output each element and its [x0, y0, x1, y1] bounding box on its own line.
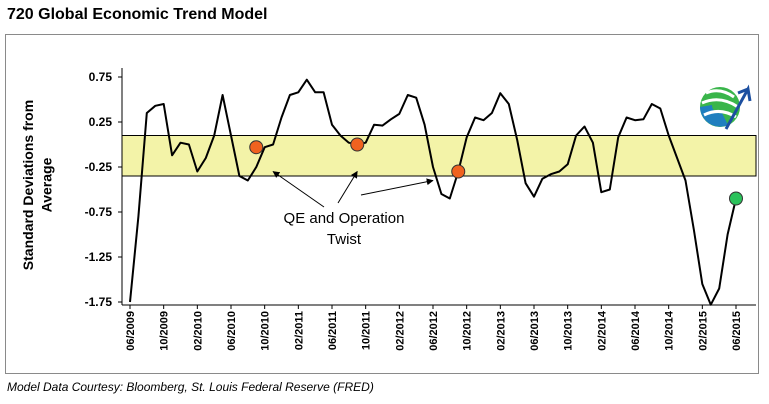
x-tick-label: 06/2015 [731, 311, 743, 351]
x-tick-label: 06/2012 [428, 311, 440, 351]
x-tick-label: 06/2011 [327, 311, 339, 350]
y-tick-label: -0.25 [85, 160, 113, 174]
x-tick-label: 02/2010 [192, 311, 204, 351]
x-tick-label: 10/2010 [260, 311, 272, 351]
x-tick-label: 10/2013 [563, 311, 575, 351]
x-tick-label: 06/2013 [529, 311, 541, 351]
annotation-layer: QE and Operation Twist [272, 170, 434, 248]
y-axis-ticks: 0.75 0.25 -0.25 -0.75 -1.25 -1.75 [85, 70, 122, 309]
annotation-arrow [272, 171, 325, 208]
x-tick-label: 06/2009 [125, 311, 137, 351]
marker-layer [249, 137, 743, 206]
highlight-point [350, 137, 365, 152]
annotation-label: Twist [327, 231, 362, 248]
x-tick-label: 02/2014 [596, 310, 608, 351]
x-tick-label: 02/2015 [697, 311, 709, 351]
x-tick-label: 10/2011 [361, 311, 373, 350]
chart-title: 720 Global Economic Trend Model [7, 6, 268, 23]
x-tick-label: 06/2014 [630, 310, 642, 351]
highlight-point [729, 191, 743, 206]
y-tick-label: -0.75 [85, 205, 113, 219]
y-tick-label: -1.25 [85, 250, 113, 264]
highlight-point [451, 164, 466, 179]
chart-svg: 0.75 0.25 -0.25 -0.75 -1.25 -1.75 06/2009 10/2… [85, 68, 757, 351]
y-tick-label: 0.25 [89, 115, 113, 129]
x-tick-label: 02/2013 [495, 311, 507, 351]
y-axis-label-line2: Average [37, 157, 54, 213]
x-tick-label: 06/2010 [226, 311, 238, 351]
x-tick-label: 10/2012 [462, 311, 474, 351]
highlight-band [121, 135, 757, 177]
x-tick-label: 02/2012 [394, 311, 406, 351]
x-axis-ticks: 06/2009 10/2009 02/2010 06/2010 10/2010 02/20… [125, 305, 743, 351]
y-tick-label: 0.75 [89, 70, 113, 84]
x-tick-label: 10/2014 [664, 310, 676, 351]
annotation-arrow [360, 178, 434, 196]
annotation-label: QE and Operation [284, 210, 405, 227]
highlight-point [249, 140, 264, 155]
x-tick-label: 02/2011 [293, 311, 305, 350]
x-tick-label: 10/2009 [159, 311, 171, 351]
logo-icon [700, 84, 752, 130]
y-axis-label-line1: Standard Deviations from [20, 99, 37, 271]
series-layer [129, 78, 737, 306]
y-tick-label: -1.75 [85, 295, 113, 309]
band-layer [121, 135, 757, 177]
source-footnote: Model Data Courtesy: Bloomberg, St. Loui… [7, 380, 374, 394]
series-line [129, 78, 737, 306]
chart-frame: 0.75 0.25 -0.25 -0.75 -1.25 -1.75 06/2009 10/2… [5, 34, 759, 374]
annotation-arrow [337, 170, 358, 204]
axes [121, 68, 756, 306]
